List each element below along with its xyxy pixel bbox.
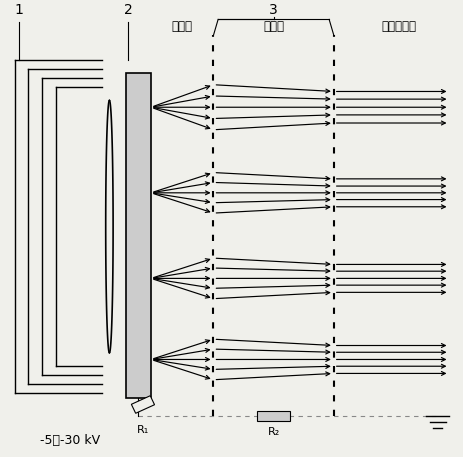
Text: 漂移区: 漂移区 (171, 20, 192, 33)
Text: 3: 3 (269, 3, 277, 17)
Text: 1: 1 (15, 3, 24, 17)
Text: -5～-30 kV: -5～-30 kV (40, 434, 100, 447)
Text: R₂: R₂ (267, 427, 279, 437)
Bar (131, 396, 154, 413)
Bar (125, 74, 151, 398)
Text: 2: 2 (123, 3, 132, 17)
Text: R₁: R₁ (137, 425, 149, 435)
Bar (257, 411, 289, 421)
Text: 加速区: 加速区 (263, 20, 283, 33)
Text: 自由飞行区: 自由飞行区 (380, 20, 415, 33)
